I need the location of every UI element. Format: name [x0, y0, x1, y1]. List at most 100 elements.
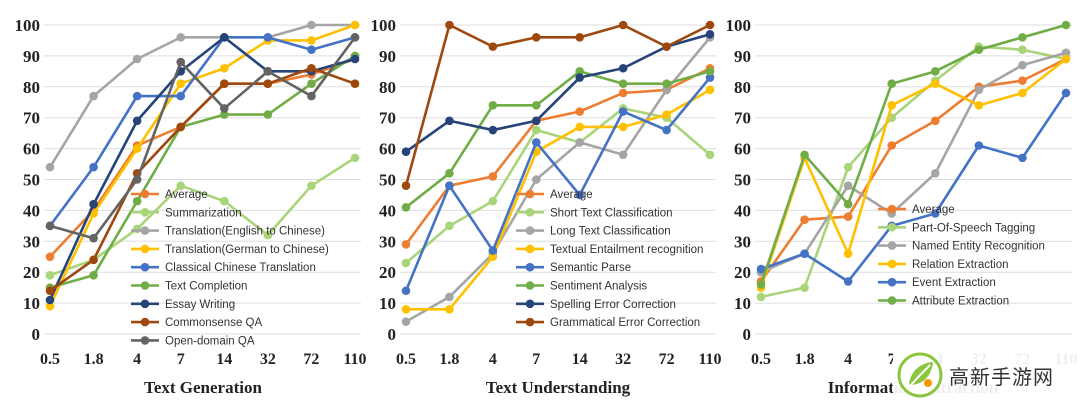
data-point [756, 264, 766, 274]
series-8 [401, 20, 715, 190]
legend-label: Translation(German to Chinese) [165, 244, 329, 256]
y-tick-label: 80 [23, 78, 40, 97]
data-point [307, 79, 316, 89]
data-point [531, 125, 541, 135]
data-point [401, 258, 411, 268]
series-line [48, 23, 355, 168]
x-tick-label: 0.5 [40, 351, 60, 368]
legend-label: Short Text Classification [550, 207, 673, 219]
data-point [89, 270, 98, 280]
series-line [49, 54, 356, 289]
y-tick-label: 90 [734, 47, 751, 66]
series-line [760, 51, 1067, 274]
series-line [49, 156, 356, 277]
chart-panel-3: 01020304050607080901000.51.847143272110I… [726, 16, 1078, 397]
y-tick-label: 60 [734, 140, 751, 159]
data-point [401, 304, 411, 314]
y-tick-label: 80 [379, 78, 396, 97]
y-tick-label: 20 [379, 263, 396, 282]
legend-label: Long Text Classification [550, 226, 671, 238]
series-line [404, 23, 711, 187]
series-line [759, 23, 1067, 285]
data-point [445, 221, 454, 231]
data-point [1018, 60, 1027, 70]
x-tick-label: 14 [216, 351, 232, 368]
y-tick-label: 40 [379, 201, 396, 220]
legend-label: Translation(English to Chinese) [165, 226, 325, 238]
data-point [350, 153, 360, 163]
series-line [49, 36, 357, 240]
data-point [307, 45, 316, 55]
y-tick-label: 50 [379, 171, 396, 190]
legend-swatch-marker [140, 226, 150, 235]
data-point [132, 175, 142, 184]
y-tick-label: 30 [734, 232, 751, 251]
legend-swatch-marker [525, 317, 535, 327]
data-point [89, 91, 98, 101]
data-point [662, 79, 671, 89]
data-point [887, 79, 897, 89]
data-point [45, 295, 55, 305]
data-point [45, 301, 55, 311]
legend: Average Part-Of-Speech Tagging Named Entit… [878, 204, 1045, 308]
x-tick-label: 110 [343, 351, 366, 368]
data-point [575, 33, 585, 42]
data-point [930, 169, 940, 178]
legend-swatch-marker [887, 259, 897, 269]
y-tick-label: 90 [23, 47, 40, 66]
legend-label: Average [165, 189, 208, 201]
y-tick-label: 0 [32, 325, 41, 344]
data-point [45, 252, 55, 262]
data-point [800, 215, 809, 224]
data-point [445, 116, 454, 126]
legend-swatch-marker [525, 299, 535, 309]
data-point [930, 116, 940, 126]
data-point [974, 85, 984, 95]
data-point [401, 147, 411, 156]
x-tick-label: 4 [133, 351, 141, 368]
data-point [843, 181, 853, 190]
legend-label: Attribute Extraction [912, 296, 1009, 308]
series-line [405, 70, 711, 209]
data-point [488, 246, 498, 255]
data-point [1061, 54, 1071, 64]
y-tick-label: 80 [734, 78, 751, 97]
data-point [263, 79, 273, 89]
series-6 [401, 67, 715, 212]
data-point [1018, 88, 1027, 98]
x-tick-label: 32 [260, 351, 276, 368]
legend-label: Sentiment Analysis [550, 281, 647, 293]
legend-swatch-marker [140, 299, 150, 309]
legend-swatch-marker [140, 208, 150, 217]
data-point [1018, 45, 1027, 55]
data-point [219, 196, 229, 206]
data-point [800, 150, 809, 160]
x-tick-label: 7 [888, 351, 896, 368]
data-point [219, 33, 229, 42]
legend-swatch-marker [525, 281, 535, 290]
data-point [176, 33, 186, 42]
x-tick-label: 7 [177, 351, 185, 368]
data-point [45, 286, 55, 296]
data-point [887, 101, 897, 110]
series-line [759, 57, 1067, 289]
data-point [488, 252, 498, 262]
y-tick-label: 90 [379, 47, 396, 66]
series-line [49, 66, 356, 292]
legend-swatch-marker [140, 244, 150, 254]
data-point [618, 20, 628, 30]
data-point [219, 110, 229, 119]
data-point [756, 280, 766, 289]
data-point [219, 104, 229, 113]
data-point [445, 292, 454, 302]
x-tick-label: 4 [844, 351, 852, 368]
data-point [974, 45, 984, 55]
y-tick-label: 60 [379, 140, 396, 159]
y-tick-label: 10 [379, 294, 396, 313]
legend-swatch-marker [887, 241, 897, 250]
data-point [1061, 88, 1071, 98]
data-point [307, 36, 316, 45]
data-point [531, 116, 541, 126]
data-point [89, 162, 98, 172]
